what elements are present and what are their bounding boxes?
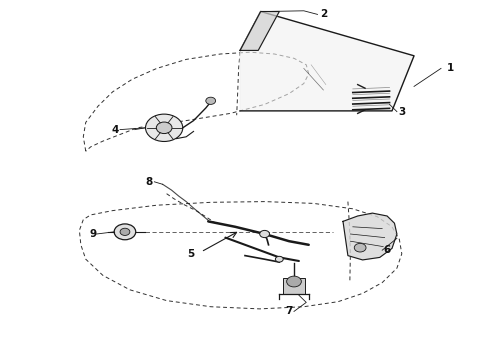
- Circle shape: [287, 276, 301, 287]
- Text: 2: 2: [320, 9, 327, 19]
- Polygon shape: [343, 213, 397, 260]
- Polygon shape: [240, 12, 414, 111]
- Text: 3: 3: [398, 107, 405, 117]
- Circle shape: [156, 122, 172, 134]
- Polygon shape: [240, 12, 279, 50]
- Circle shape: [120, 228, 130, 235]
- Text: 4: 4: [111, 125, 119, 135]
- Text: 5: 5: [188, 249, 195, 259]
- Circle shape: [146, 114, 183, 141]
- Text: 7: 7: [285, 306, 293, 316]
- Circle shape: [260, 230, 270, 238]
- Circle shape: [206, 97, 216, 104]
- Circle shape: [275, 256, 283, 262]
- Text: 1: 1: [447, 63, 454, 73]
- Text: 9: 9: [90, 229, 97, 239]
- Text: 6: 6: [384, 245, 391, 255]
- Circle shape: [354, 243, 366, 252]
- Polygon shape: [283, 278, 305, 294]
- Text: 8: 8: [146, 177, 153, 187]
- Circle shape: [114, 224, 136, 240]
